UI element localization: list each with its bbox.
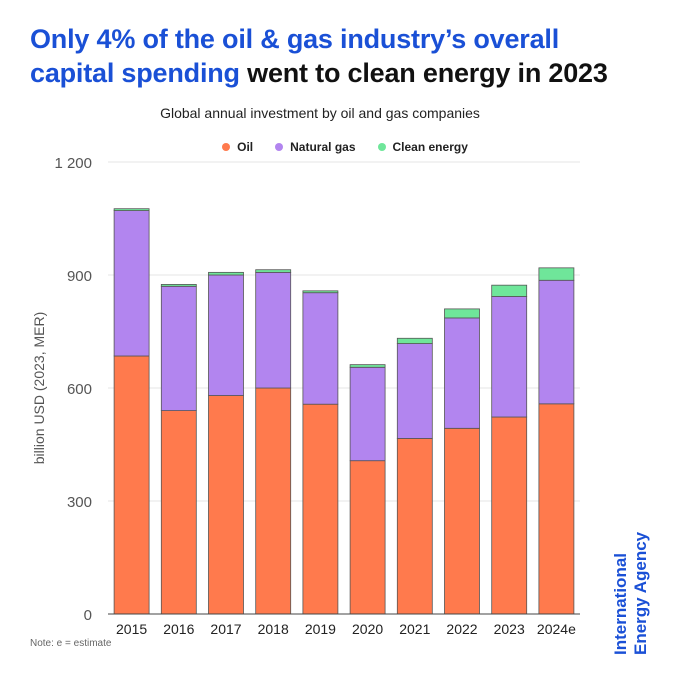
y-axis-title: billion USD (2023, MER) (31, 312, 47, 465)
x-tick-label: 2018 (258, 621, 289, 637)
iea-logo: International Energy Agency (611, 531, 650, 655)
bar-natural-gas-2016 (160, 285, 197, 411)
headline-part1: Only 4% of the oil & gas industry’s over… (30, 24, 560, 54)
bar-oil-2023 (491, 416, 528, 615)
brand-line2: Energy Agency (631, 531, 650, 655)
headline-part3: went to clean energy in 2023 (239, 58, 608, 88)
x-tick-label: 2016 (163, 621, 194, 637)
x-tick-label: 2019 (305, 621, 336, 637)
chart-legend: Oil Natural gas Clean energy (0, 140, 680, 154)
bar-clean-energy-2017 (208, 271, 244, 276)
bar-clean-energy-2020 (349, 364, 386, 368)
x-tick-label: 2021 (399, 621, 430, 637)
legend-swatch-natural-gas (275, 143, 284, 151)
bar-oil-2015 (113, 355, 150, 615)
bar-oil-2019 (302, 403, 339, 615)
bar-clean-energy-2016 (160, 284, 197, 287)
legend-item-natural-gas: Natural gas (275, 140, 356, 154)
bar-natural-gas-2018 (255, 271, 292, 389)
bar-clean-energy-2021 (396, 337, 433, 344)
legend-label-clean-energy: Clean energy (392, 140, 468, 154)
bar-clean-energy-2022 (444, 308, 480, 319)
headline-part2: capital spending (30, 58, 240, 88)
legend-item-oil: Oil (222, 140, 253, 154)
bar-oil-2017 (208, 395, 244, 615)
bar-clean-energy-2015 (113, 208, 150, 211)
legend-swatch-oil (222, 143, 231, 151)
x-tick-label: 2015 (116, 621, 147, 637)
legend-label-natural-gas: Natural gas (290, 140, 356, 154)
bar-natural-gas-2021 (396, 343, 433, 439)
x-tick-label: 2023 (494, 621, 525, 637)
x-tick-label: 2024e (537, 621, 576, 637)
bar-natural-gas-2024e (538, 279, 575, 405)
bar-oil-2016 (160, 410, 197, 615)
footnote: Note: e = estimate (30, 638, 112, 649)
bar-oil-2022 (444, 427, 480, 615)
bar-oil-2018 (255, 387, 292, 615)
chart-subtitle: Global annual investment by oil and gas … (160, 105, 480, 121)
x-tick-label: 2020 (352, 621, 383, 637)
bar-natural-gas-2023 (491, 296, 528, 418)
y-tick-label: 300 (67, 494, 92, 511)
y-tick-label: 900 (67, 268, 92, 285)
bar-oil-2021 (396, 438, 433, 615)
legend-swatch-clean-energy (377, 143, 386, 151)
x-tick-label: 2022 (446, 621, 477, 637)
legend-label-oil: Oil (237, 140, 254, 154)
bar-clean-energy-2024e (538, 267, 575, 281)
brand-line1: International (611, 553, 630, 655)
bar-clean-energy-2019 (302, 290, 339, 294)
bar-natural-gas-2020 (349, 366, 386, 462)
bar-natural-gas-2017 (208, 274, 244, 396)
bar-oil-2020 (349, 460, 386, 615)
y-tick-label: 600 (67, 381, 92, 398)
bar-natural-gas-2015 (113, 210, 150, 357)
x-tick-label: 2017 (210, 621, 241, 637)
y-tick-label: 0 (84, 607, 92, 624)
bar-clean-energy-2018 (255, 269, 292, 273)
bar-clean-energy-2023 (491, 284, 528, 297)
headline: Only 4% of the oil & gas industry’s over… (30, 22, 660, 90)
y-tick-label: 1 200 (54, 155, 92, 172)
bar-natural-gas-2022 (444, 317, 480, 429)
bar-natural-gas-2019 (302, 292, 339, 405)
legend-item-clean-energy: Clean energy (377, 140, 468, 154)
bar-oil-2024e (538, 403, 575, 615)
